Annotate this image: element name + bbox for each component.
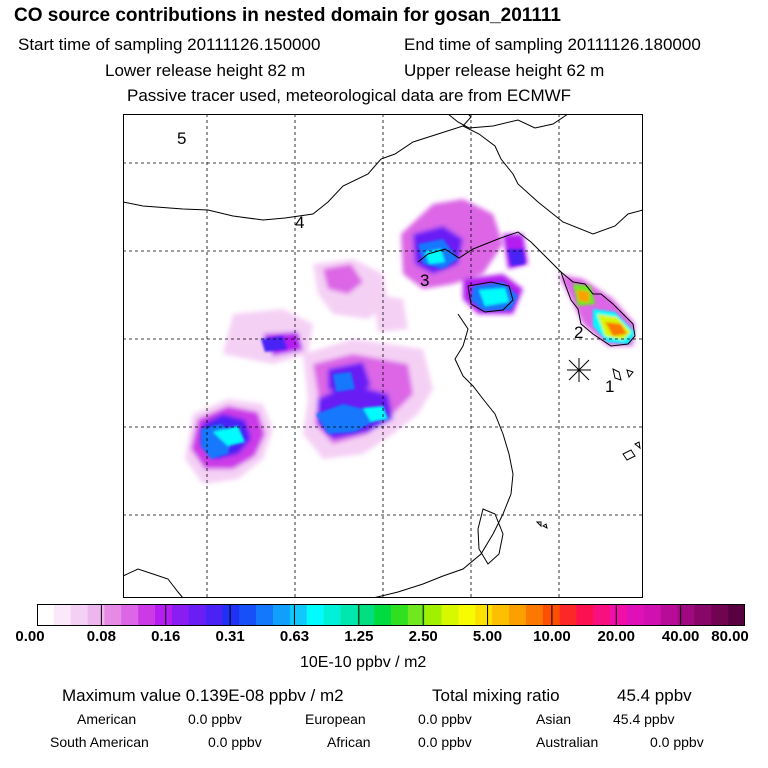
colorbar-swatch [576,604,594,626]
coastlines [123,114,643,598]
colorbar-swatch [677,604,695,626]
source-australian-label: Australian [536,734,599,750]
colorbar-swatch [37,604,55,626]
colorbar-swatch [53,604,72,626]
source-south-american-value: 0.0 ppbv [208,734,262,750]
lat-lon-grid [123,114,643,598]
colorbar-tick-label: 0.31 [215,628,245,645]
source-american-label: American [77,711,137,727]
colorbar-swatch [256,604,274,626]
colorbar-swatch [610,604,628,626]
colorbar-swatch [306,604,324,626]
colorbar-swatch [559,604,577,626]
colorbar-swatch [289,604,308,626]
colorbar-swatch [643,604,662,626]
colorbar-swatch [525,604,544,626]
colorbar-swatch [475,604,493,626]
region-label-1: 1 [605,377,614,396]
colorbar-tick-label: 10.00 [533,628,571,645]
colorbar-swatch [222,604,240,626]
region-label-4: 4 [295,213,304,232]
colorbar-swatch [441,604,459,626]
concentration-field [185,199,635,484]
source-asian-label: Asian [536,711,572,727]
source-european-label: European [305,711,366,727]
colorbar-swatch [323,604,341,626]
colorbar-swatch [509,604,527,626]
total-mixing-ratio-value: 45.4 ppbv [617,686,692,705]
colorbar-swatch [492,604,510,626]
colorbar-swatch [407,604,426,626]
colorbar-tick-label: 0.00 [15,628,45,645]
colorbar-swatch [205,604,223,626]
colorbar-swatch [273,604,291,626]
colorbar-tick-label: 0.08 [86,628,116,645]
colorbar-tick-label: 40.00 [661,628,700,645]
colorbar-border [37,604,745,626]
region-label-2: 2 [574,323,583,342]
upper-release-height: Upper release height 62 m [404,61,605,80]
colorbar-swatch [374,604,392,626]
maximum-value: Maximum value 0.139E-08 ppbv / m2 [62,686,344,705]
colorbar-swatch [104,604,122,626]
map-panel: 5 4 3 2 1 [123,114,643,598]
colorbar-swatch [711,604,729,626]
colorbar-swatch [391,604,409,626]
colorbar-unit: 10E-10 ppbv / m2 [300,654,427,671]
colorbar-tick-label: 80.00 [711,628,749,645]
source-african-value: 0.0 ppbv [418,734,472,750]
source-south-american-label: South American [50,734,149,750]
source-australian-value: 0.0 ppbv [650,734,704,750]
colorbar-tick-label: 20.00 [597,628,636,645]
source-african-label: African [327,734,371,750]
colorbar-tick-label: 1.25 [344,628,374,645]
colorbar-swatch [121,604,139,626]
colorbar-swatch [458,604,476,626]
colorbar [37,604,745,626]
colorbar-swatch [87,604,105,626]
colorbar-swatch [340,604,358,626]
colorbar-swatch [542,604,560,626]
region-label-5: 5 [177,129,186,148]
sampling-end: End time of sampling 20111126.180000 [404,35,701,54]
colorbar-swatch [627,604,645,626]
source-american-value: 0.0 ppbv [188,711,242,727]
colorbar-swatch [660,604,678,626]
colorbar-swatch [70,604,88,626]
sampling-start: Start time of sampling 20111126.150000 [18,35,321,54]
colorbar-swatch [239,604,257,626]
colorbar-swatch [424,604,442,626]
receptor-star-icon [567,358,591,382]
colorbar-swatch [728,604,745,626]
plot-title: CO source contributions in nested domain… [14,5,561,26]
colorbar-swatch [593,604,611,626]
colorbar-tick-label: 5.00 [472,628,503,645]
total-mixing-ratio-label: Total mixing ratio [432,686,560,705]
colorbar-swatch [138,604,156,626]
colorbar-swatch [357,604,375,626]
colorbar-swatch [694,604,712,626]
colorbar-tick-label: 0.16 [151,628,181,645]
colorbar-swatch [171,604,190,626]
tracer-note: Passive tracer used, meteorological data… [127,86,572,105]
source-asian-value: 45.4 ppbv [613,711,675,727]
colorbar-tick-label: 0.63 [279,628,310,645]
colorbar-tick-label: 2.50 [408,628,438,645]
lower-release-height: Lower release height 82 m [105,61,306,80]
source-european-value: 0.0 ppbv [418,711,472,727]
colorbar-swatch [155,604,173,626]
colorbar-swatch [188,604,206,626]
region-label-3: 3 [420,271,429,290]
